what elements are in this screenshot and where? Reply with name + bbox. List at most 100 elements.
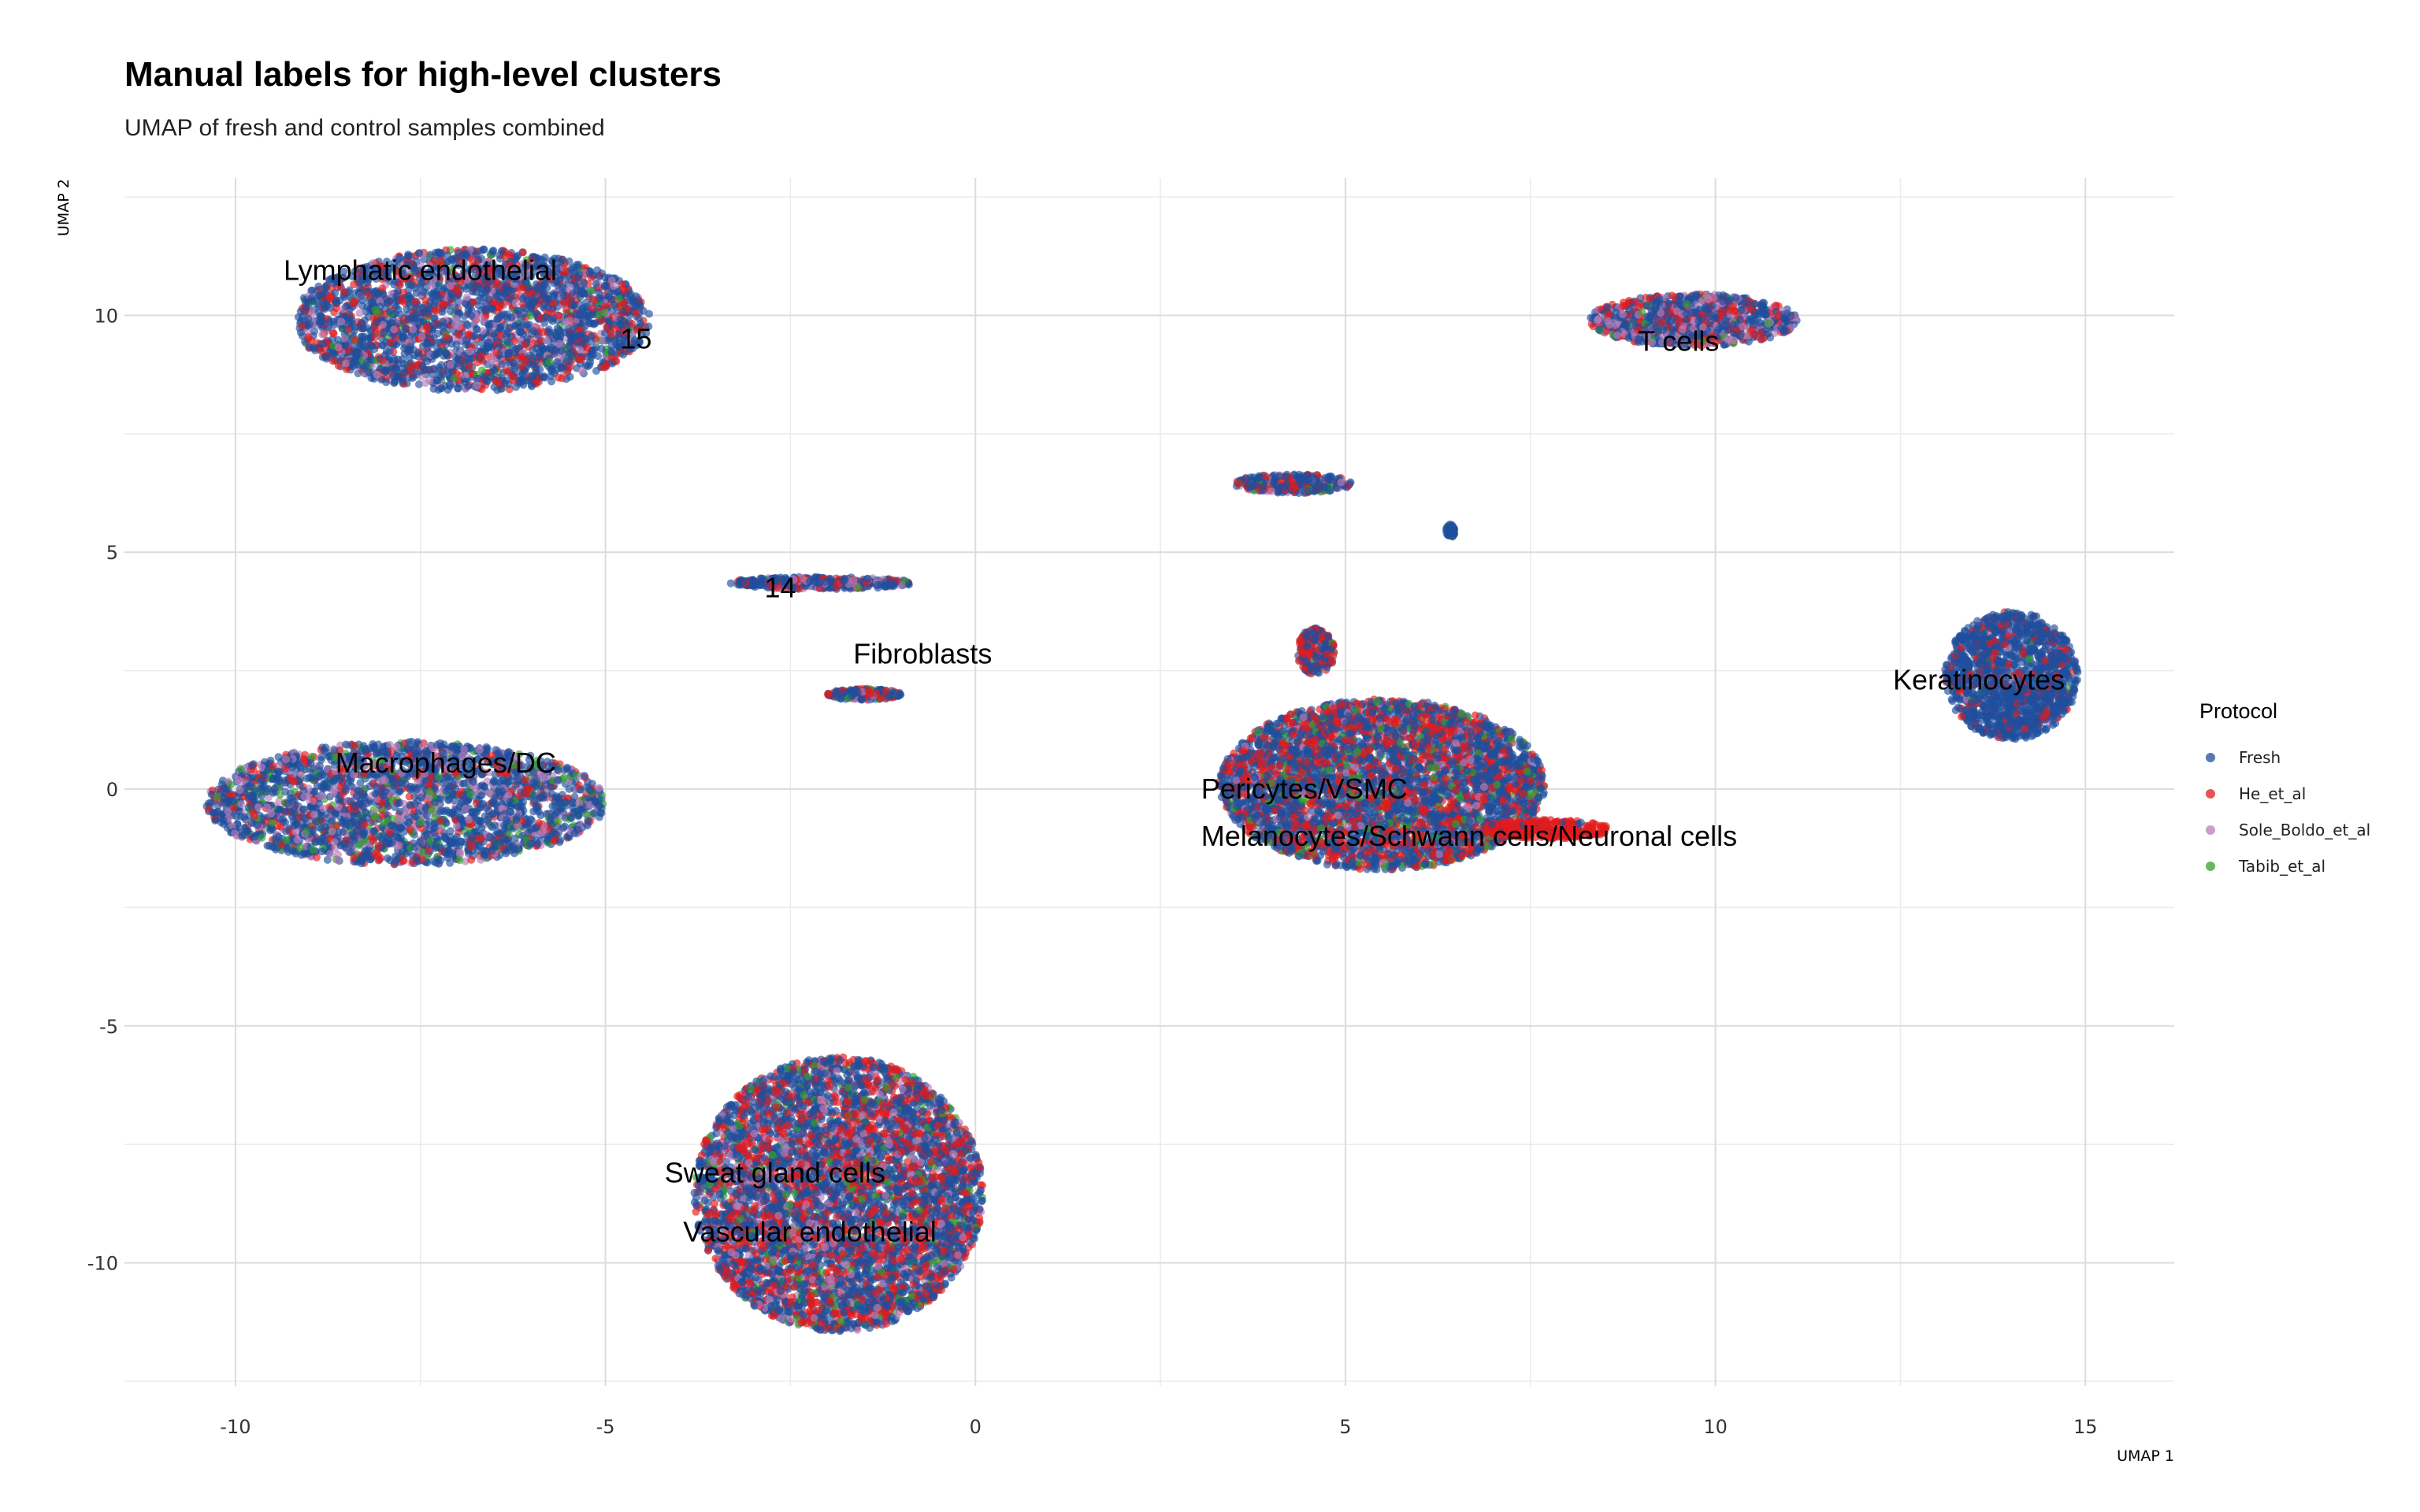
- scatter-point: [610, 282, 618, 291]
- scatter-point: [532, 369, 540, 377]
- scatter-point: [359, 324, 368, 333]
- scatter-point: [373, 318, 381, 327]
- scatter-point: [565, 784, 573, 793]
- scatter-point: [547, 367, 555, 376]
- scatter-point: [369, 298, 377, 307]
- scatter-point: [399, 377, 407, 386]
- scatter-point: [572, 310, 581, 319]
- scatter-point: [340, 334, 349, 343]
- scatter-point: [566, 372, 574, 381]
- scatter-point: [498, 384, 507, 393]
- scatter-point: [518, 362, 526, 371]
- scatter-point: [577, 367, 586, 376]
- scatter-point: [575, 332, 584, 340]
- scatter-point: [517, 314, 525, 323]
- scatter-point: [392, 376, 399, 385]
- scatter-point: [318, 330, 327, 339]
- scatter-point: [414, 380, 423, 388]
- scatter-point: [405, 792, 414, 801]
- scatter-point: [206, 799, 215, 807]
- scatter-point: [574, 273, 582, 282]
- scatter-point: [555, 339, 564, 348]
- scatter-point: [321, 823, 330, 832]
- scatter-point: [390, 354, 399, 363]
- scatter-point: [349, 817, 358, 825]
- scatter-point: [378, 811, 387, 820]
- scatter-point: [361, 343, 369, 351]
- scatter-point: [433, 329, 442, 338]
- scatter-point: [342, 302, 351, 311]
- scatter-point: [316, 762, 325, 770]
- scatter-point: [511, 298, 520, 307]
- scatter-point: [526, 351, 535, 360]
- scatter-point: [557, 346, 566, 355]
- scatter-point: [436, 384, 445, 393]
- scatter-point: [465, 362, 473, 371]
- scatter-point: [585, 269, 594, 277]
- scatter-point: [486, 372, 495, 381]
- scatter-point: [537, 828, 546, 837]
- scatter-point: [467, 855, 476, 864]
- scatter-point: [307, 336, 316, 345]
- scatter-point: [296, 328, 305, 337]
- scatter-point: [407, 361, 416, 370]
- scatter-point: [493, 315, 502, 324]
- scatter-point: [386, 856, 394, 865]
- scatter-point: [551, 802, 559, 810]
- scatter-point: [378, 341, 387, 350]
- scatter-point: [373, 370, 381, 379]
- scatter-point: [499, 309, 508, 318]
- scatter-point: [425, 788, 434, 796]
- scatter-point: [321, 353, 330, 361]
- scatter-point: [600, 281, 609, 290]
- scatter-point: [454, 330, 462, 339]
- scatter-point: [392, 366, 400, 375]
- scatter-point: [265, 841, 274, 850]
- scatter-point: [405, 738, 414, 747]
- scatter-point: [373, 309, 382, 317]
- scatter-point: [588, 304, 596, 313]
- scatter-point: [535, 819, 544, 828]
- scatter-point: [277, 822, 285, 831]
- scatter-point: [507, 313, 516, 321]
- scatter-point: [342, 359, 350, 368]
- scatter-point: [308, 752, 317, 761]
- scatter-point: [454, 322, 462, 331]
- scatter-point: [369, 287, 378, 296]
- scatter-point: [514, 307, 523, 316]
- scatter-point: [319, 804, 328, 813]
- scatter-point: [401, 324, 410, 333]
- scatter-point: [285, 806, 293, 814]
- scatter-point: [309, 297, 317, 306]
- scatter-point: [551, 794, 560, 802]
- scatter-point: [473, 381, 481, 390]
- scatter-point: [595, 310, 603, 319]
- scatter-point: [574, 354, 583, 363]
- scatter-point: [465, 815, 473, 824]
- scatter-point: [488, 304, 496, 313]
- scatter-point: [583, 821, 592, 830]
- scatter-point: [439, 322, 447, 331]
- scatter-point: [383, 258, 391, 266]
- scatter-point: [556, 331, 565, 339]
- scatter-point: [412, 289, 421, 297]
- scatter-point: [607, 348, 616, 357]
- scatter-point: [411, 297, 420, 306]
- scatter-point: [441, 349, 450, 358]
- scatter-point: [645, 309, 653, 318]
- scatter-point: [309, 825, 317, 834]
- scatter-point: [406, 782, 415, 791]
- scatter-point: [556, 258, 565, 266]
- scatter-point: [445, 850, 454, 859]
- scatter-point: [539, 303, 547, 311]
- scatter-point: [587, 353, 596, 361]
- scatter-point: [520, 340, 529, 349]
- scatter-point: [351, 335, 359, 344]
- scatter-point: [418, 332, 426, 341]
- scatter-point: [390, 325, 399, 334]
- scatter-point: [317, 837, 325, 846]
- scatter-point: [432, 306, 440, 315]
- scatter-point: [351, 297, 359, 306]
- scatter-point: [484, 338, 492, 346]
- scatter-point: [470, 298, 477, 306]
